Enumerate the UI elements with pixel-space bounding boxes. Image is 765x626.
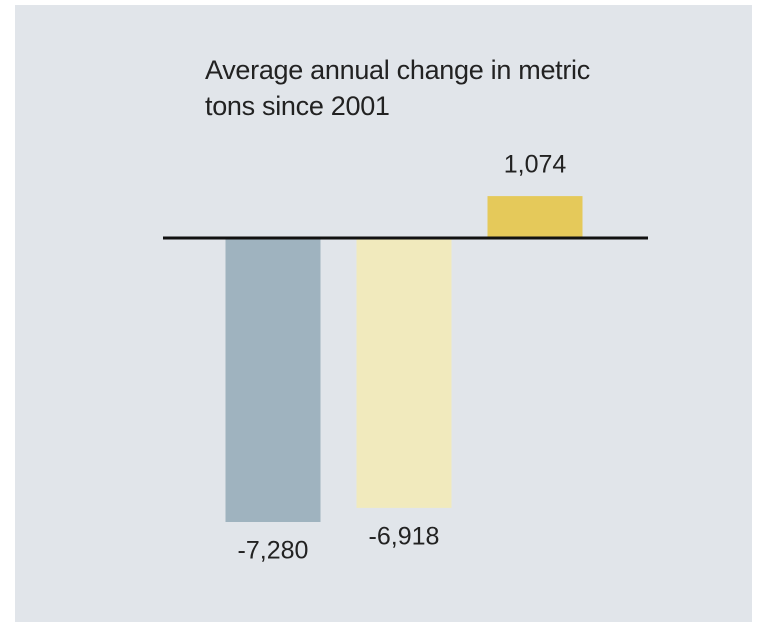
bar <box>487 196 583 238</box>
value-label: -7,280 <box>238 537 309 565</box>
value-label: 1,074 <box>504 151 567 179</box>
chart-title: Average annual change in metric tons sin… <box>205 55 590 121</box>
bar <box>356 238 452 508</box>
value-label: -6,918 <box>369 522 440 550</box>
bar <box>225 238 321 522</box>
